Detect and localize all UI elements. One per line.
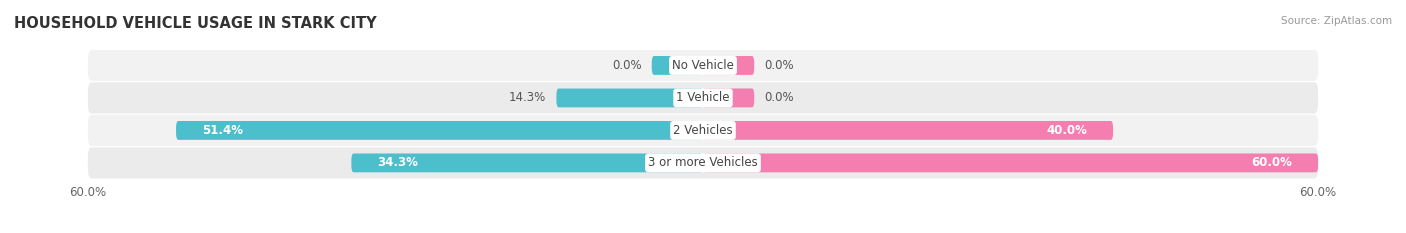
Text: HOUSEHOLD VEHICLE USAGE IN STARK CITY: HOUSEHOLD VEHICLE USAGE IN STARK CITY — [14, 16, 377, 31]
FancyBboxPatch shape — [87, 50, 1319, 81]
Text: No Vehicle: No Vehicle — [672, 59, 734, 72]
FancyBboxPatch shape — [176, 121, 703, 140]
Text: 14.3%: 14.3% — [509, 91, 546, 104]
Text: 0.0%: 0.0% — [765, 59, 794, 72]
Text: 1 Vehicle: 1 Vehicle — [676, 91, 730, 104]
Text: Source: ZipAtlas.com: Source: ZipAtlas.com — [1281, 16, 1392, 26]
Text: 2 Vehicles: 2 Vehicles — [673, 124, 733, 137]
FancyBboxPatch shape — [703, 89, 754, 107]
Text: 34.3%: 34.3% — [377, 156, 418, 169]
Text: 0.0%: 0.0% — [612, 59, 641, 72]
FancyBboxPatch shape — [703, 121, 1114, 140]
Text: 60.0%: 60.0% — [1251, 156, 1292, 169]
Text: 40.0%: 40.0% — [1046, 124, 1087, 137]
Text: 0.0%: 0.0% — [765, 91, 794, 104]
Text: 51.4%: 51.4% — [201, 124, 243, 137]
FancyBboxPatch shape — [87, 147, 1319, 178]
FancyBboxPatch shape — [703, 154, 1319, 172]
FancyBboxPatch shape — [87, 115, 1319, 146]
FancyBboxPatch shape — [557, 89, 703, 107]
FancyBboxPatch shape — [87, 82, 1319, 113]
FancyBboxPatch shape — [652, 56, 703, 75]
FancyBboxPatch shape — [703, 56, 754, 75]
Text: 3 or more Vehicles: 3 or more Vehicles — [648, 156, 758, 169]
FancyBboxPatch shape — [352, 154, 703, 172]
